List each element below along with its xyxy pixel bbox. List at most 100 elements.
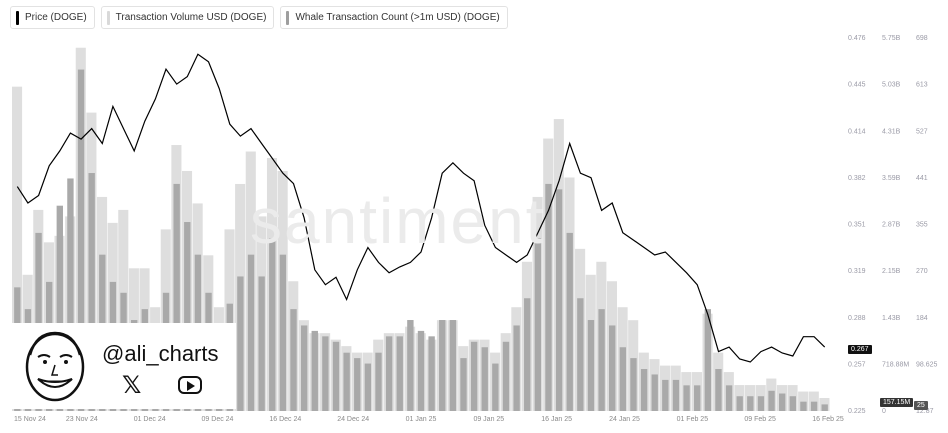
x-tick-label: 01 Dec 24 [134, 416, 166, 423]
x-tick-label: 24 Dec 24 [337, 416, 369, 423]
volume-axis-tick: 5.03B [882, 82, 901, 89]
whale-count-bar [290, 309, 297, 411]
whale-count-bar [322, 336, 329, 411]
whale-count-bar [821, 404, 828, 411]
whale-count-bar [725, 385, 733, 411]
whale-count-bar [460, 358, 467, 411]
whale-count-bar [609, 325, 616, 411]
whale-count-bar [736, 396, 743, 411]
whale-count-bar [67, 178, 74, 411]
whale-axis-tick: 441 [916, 175, 928, 182]
current-price-badge: 0.267 [848, 345, 872, 354]
whale-count-bar [587, 320, 595, 411]
price-axis-tick: 0.476 [848, 35, 866, 42]
price-axis-tick: 0.225 [848, 408, 866, 415]
whale-count-bar [747, 396, 754, 411]
whale-count-bar [789, 396, 797, 411]
whale-count-bar [237, 276, 244, 411]
x-tick-label: 09 Feb 25 [744, 416, 776, 423]
x-tick-label: 15 Nov 24 [14, 416, 46, 423]
whale-count-bar [619, 347, 627, 411]
volume-bar [798, 391, 809, 411]
whale-count-bar [683, 385, 690, 411]
whale-count-bar [269, 238, 276, 411]
volume-axis-tick: 4.31B [882, 128, 901, 135]
x-tick-label: 01 Feb 25 [677, 416, 709, 423]
volume-axis-tick: 2.87B [882, 222, 901, 229]
whale-count-bar [375, 352, 382, 411]
whale-axis-tick: 184 [916, 315, 928, 322]
price-line [16, 53, 826, 363]
author-brand: @ali_charts 𝕏 [10, 323, 236, 409]
whale-count-bar [332, 341, 340, 411]
whale-count-bar [651, 374, 658, 411]
whale-count-bar [492, 363, 499, 411]
whale-count-bar [184, 222, 191, 411]
volume-axis-tick: 0 [882, 408, 886, 415]
price-axis-tick: 0.382 [848, 175, 866, 182]
whale-count-bar [481, 347, 488, 411]
price-axis-tick: 0.414 [848, 128, 866, 135]
volume-axis-tick: 2.15B [882, 268, 901, 275]
whale-axis-tick: 98.625 [916, 361, 938, 368]
whale-count-bar [56, 205, 63, 411]
whale-count-bar [555, 189, 563, 411]
current-whale-badge: 25 [914, 401, 928, 410]
whale-count-bar [300, 325, 308, 411]
whale-count-bar [343, 352, 350, 411]
volume-axis-tick: 3.59B [882, 175, 901, 182]
whale-count-bar [354, 358, 361, 411]
whale-count-bar [449, 320, 457, 411]
whale-count-bar [757, 396, 765, 411]
whale-count-bar [768, 390, 775, 411]
price-axis-tick: 0.257 [848, 361, 866, 368]
whale-count-bar [577, 298, 584, 411]
legend-swatch-volume [106, 10, 110, 25]
legend-item-whale[interactable]: Whale Transaction Count (>1m USD) (DOGE) [280, 6, 508, 29]
whale-count-bar [598, 309, 605, 411]
volume-axis-tick: 1.43B [882, 315, 901, 322]
whale-count-bar [428, 336, 435, 411]
whale-count-bar [88, 173, 95, 411]
legend-swatch-whale [286, 10, 290, 25]
whale-axis: 698 613 527 441 355 270 184 98.625 12.87 [916, 35, 938, 415]
youtube-logo-icon[interactable] [178, 376, 202, 394]
x-tick-label: 09 Dec 24 [202, 416, 234, 423]
whale-count-bar [694, 385, 701, 411]
volume-bar [808, 391, 819, 411]
x-tick-label: 16 Dec 24 [269, 416, 301, 423]
face-logo-icon [25, 331, 85, 402]
x-tick-label: 16 Feb 25 [812, 416, 844, 423]
whale-count-bar [630, 358, 637, 411]
price-axis: 0.476 0.445 0.414 0.382 0.351 0.319 0.288 0.257… [848, 35, 866, 415]
whale-count-bar [662, 379, 669, 411]
legend-item-volume[interactable]: Transaction Volume USD (DOGE) [100, 6, 275, 29]
whale-count-bar [311, 330, 318, 411]
whale-count-bar [810, 401, 818, 411]
x-tick-label: 09 Jan 25 [473, 416, 504, 423]
price-axis-tick: 0.445 [848, 82, 866, 89]
whale-count-bar [513, 325, 520, 411]
legend-item-price[interactable]: Price (DOGE) [10, 6, 95, 29]
whale-axis-tick: 698 [916, 35, 928, 42]
whale-count-bar [396, 336, 403, 411]
whale-count-bar [279, 254, 287, 411]
x-logo-icon[interactable]: 𝕏 [122, 371, 142, 399]
whale-count-bar [502, 341, 510, 411]
volume-axis: 5.75B 5.03B 4.31B 3.59B 2.87B 2.15B 1.43B 718.8… [882, 35, 909, 415]
whale-count-bar [704, 309, 712, 411]
whale-count-bar [417, 330, 425, 411]
whale-count-bar [247, 254, 255, 411]
whale-count-bar [439, 320, 446, 411]
volume-axis-tick: 5.75B [882, 35, 901, 42]
price-axis-tick: 0.288 [848, 315, 866, 322]
legend-swatch-price [16, 10, 19, 25]
whale-axis-tick: 12.87 [916, 408, 934, 415]
x-tick-label: 01 Jan 25 [406, 416, 437, 423]
whale-count-bar [173, 183, 180, 411]
whale-axis-tick: 613 [916, 82, 928, 89]
watermark: santiment [250, 185, 546, 257]
whale-count-bar [364, 363, 372, 411]
whale-count-bar [715, 369, 722, 411]
